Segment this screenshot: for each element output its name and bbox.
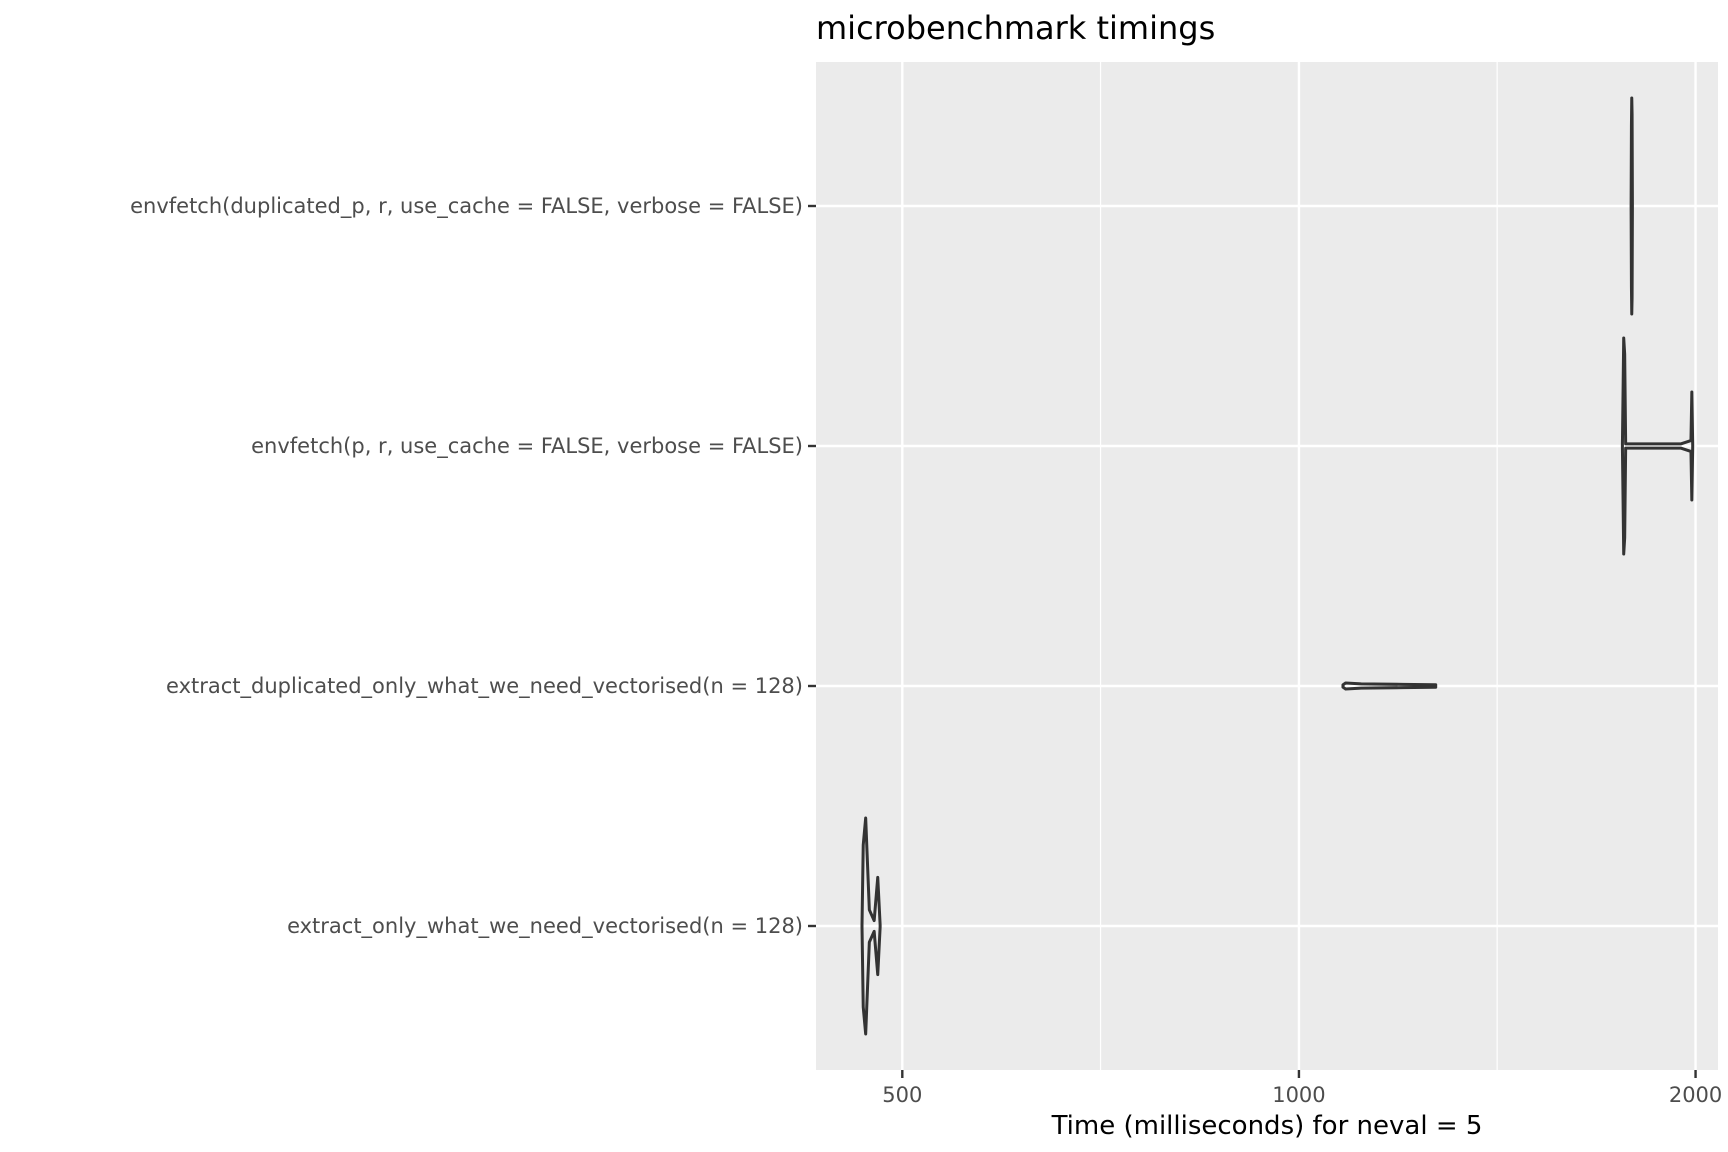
violins — [860, 96, 1695, 1036]
violin-3 — [860, 816, 882, 1036]
violin-1 — [1620, 336, 1695, 556]
x-tick-label-2: 2000 — [1669, 1083, 1722, 1107]
violin-0 — [1629, 96, 1634, 316]
x-tick-label-1: 1000 — [1272, 1083, 1325, 1107]
y-tick-label-1: envfetch(p, r, use_cache = FALSE, verbos… — [251, 434, 803, 459]
x-axis-title: Time (milliseconds) for neval = 5 — [1051, 1111, 1483, 1141]
y-tick-label-0: envfetch(duplicated_p, r, use_cache = FA… — [130, 194, 803, 219]
x-tick-label-0: 500 — [882, 1083, 922, 1107]
grid-lines — [816, 62, 1718, 1070]
y-tick-label-2: extract_duplicated_only_what_we_need_vec… — [166, 674, 803, 699]
y-axis: envfetch(duplicated_p, r, use_cache = FA… — [130, 194, 816, 939]
y-tick-label-3: extract_only_what_we_need_vectorised(n =… — [287, 914, 803, 939]
violin-2 — [1341, 681, 1438, 691]
x-axis: 500 1000 2000 — [882, 1070, 1722, 1107]
chart-title: microbenchmark timings — [816, 9, 1215, 47]
plot-panel — [816, 62, 1718, 1070]
